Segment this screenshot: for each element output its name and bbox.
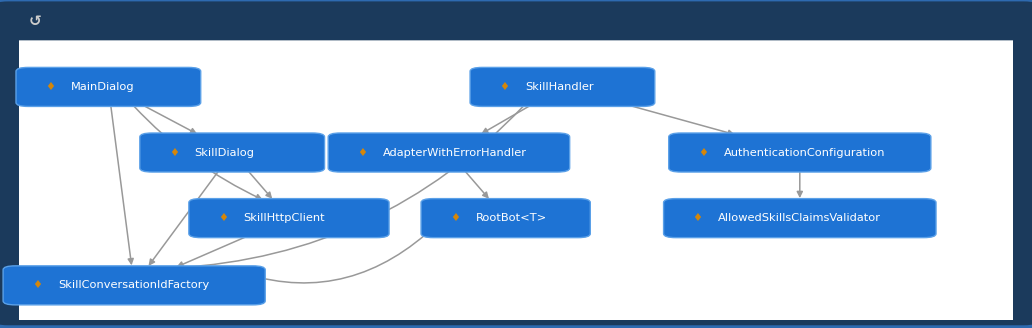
Text: ♦: ♦ — [357, 148, 367, 157]
Text: SkillHttpClient: SkillHttpClient — [244, 213, 325, 223]
Text: AdapterWithErrorHandler: AdapterWithErrorHandler — [383, 148, 527, 157]
Text: ♦: ♦ — [169, 148, 179, 157]
Text: SkillDialog: SkillDialog — [195, 148, 255, 157]
FancyBboxPatch shape — [328, 133, 570, 172]
Text: AuthenticationConfiguration: AuthenticationConfiguration — [723, 148, 884, 157]
FancyBboxPatch shape — [15, 68, 200, 106]
Text: ♦: ♦ — [45, 82, 55, 92]
Text: ♦: ♦ — [450, 213, 460, 223]
Text: ♦: ♦ — [499, 82, 509, 92]
Text: RootBot<T>: RootBot<T> — [476, 213, 547, 223]
FancyBboxPatch shape — [471, 68, 655, 106]
Text: ↺: ↺ — [29, 14, 41, 29]
Text: ♦: ♦ — [698, 148, 708, 157]
Text: ♦: ♦ — [32, 280, 42, 290]
FancyBboxPatch shape — [3, 266, 265, 305]
FancyBboxPatch shape — [189, 198, 389, 237]
Text: SkillConversationIdFactory: SkillConversationIdFactory — [58, 280, 209, 290]
FancyBboxPatch shape — [669, 133, 931, 172]
Text: ♦: ♦ — [692, 213, 703, 223]
FancyBboxPatch shape — [3, 3, 1029, 40]
Text: AllowedSkillsClaimsValidator: AllowedSkillsClaimsValidator — [718, 213, 881, 223]
FancyBboxPatch shape — [664, 198, 936, 237]
FancyBboxPatch shape — [19, 39, 1013, 320]
Text: ♦: ♦ — [218, 213, 228, 223]
FancyBboxPatch shape — [140, 133, 324, 172]
FancyBboxPatch shape — [421, 198, 590, 237]
Text: SkillHandler: SkillHandler — [525, 82, 593, 92]
Text: MainDialog: MainDialog — [70, 82, 134, 92]
